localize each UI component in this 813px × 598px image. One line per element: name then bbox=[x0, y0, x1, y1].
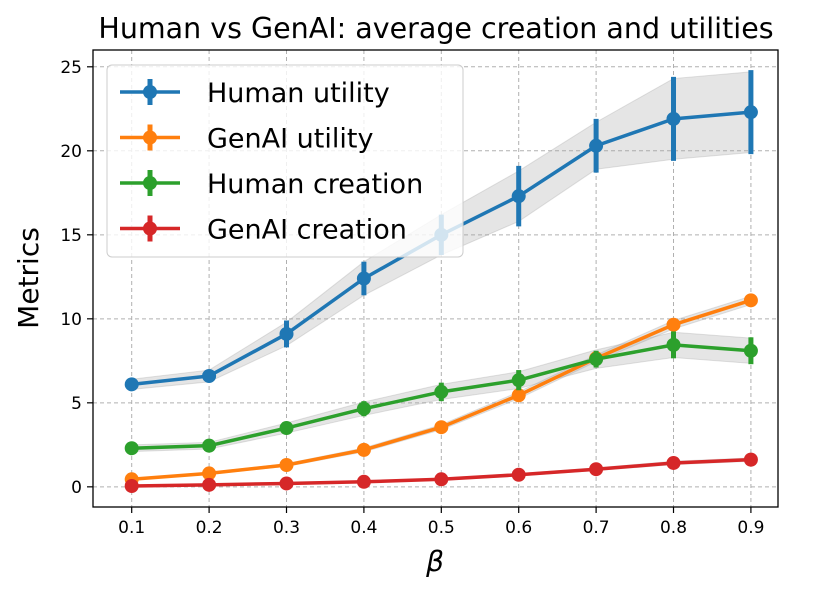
data-point bbox=[743, 343, 758, 358]
series-genai-creation bbox=[124, 452, 758, 493]
legend-box bbox=[106, 64, 464, 258]
series-human-creation bbox=[124, 331, 758, 456]
data-point bbox=[743, 293, 758, 308]
data-point bbox=[511, 189, 526, 204]
x-tick-label: 0.2 bbox=[196, 518, 223, 538]
x-tick-label: 0.7 bbox=[583, 518, 610, 538]
x-tick-label: 0.5 bbox=[428, 518, 455, 538]
x-axis-label: β bbox=[425, 545, 444, 578]
y-tick-label: 15 bbox=[60, 226, 82, 246]
x-tick-label: 0.3 bbox=[273, 518, 300, 538]
x-tick-label: 0.4 bbox=[350, 518, 377, 538]
data-point bbox=[124, 441, 139, 456]
x-tick-label: 0.8 bbox=[660, 518, 687, 538]
data-point bbox=[356, 401, 371, 416]
legend-item-human-creation: Human creation bbox=[120, 169, 423, 200]
y-tick-label: 25 bbox=[60, 58, 82, 78]
x-tick-label: 0.1 bbox=[118, 518, 145, 538]
data-point bbox=[279, 457, 294, 472]
legend-marker bbox=[143, 130, 157, 145]
data-point bbox=[511, 467, 526, 482]
data-point bbox=[666, 111, 681, 126]
y-axis-ticks: 0 5 10 15 20 25 bbox=[60, 58, 93, 498]
data-point bbox=[434, 384, 449, 399]
y-axis-label: Metrics bbox=[12, 227, 45, 329]
data-point bbox=[356, 442, 371, 457]
y-tick-label: 20 bbox=[60, 142, 82, 162]
data-point bbox=[511, 388, 526, 403]
legend-label: GenAI utility bbox=[207, 124, 373, 155]
data-point bbox=[356, 474, 371, 489]
data-point bbox=[279, 421, 294, 436]
y-tick-label: 10 bbox=[60, 310, 82, 330]
data-point bbox=[202, 438, 217, 453]
plot-frame bbox=[92, 49, 779, 508]
y-tick-label: 5 bbox=[71, 394, 82, 414]
data-point bbox=[124, 478, 139, 493]
data-point bbox=[202, 477, 217, 492]
x-tick-label: 0.9 bbox=[737, 518, 764, 538]
x-tick-label: 0.6 bbox=[505, 518, 532, 538]
data-point bbox=[202, 368, 217, 383]
data-point bbox=[124, 377, 139, 392]
data-point bbox=[511, 373, 526, 388]
legend-item-human-utility: Human utility bbox=[120, 78, 390, 109]
data-point bbox=[434, 472, 449, 487]
legend-marker bbox=[143, 221, 157, 236]
data-point bbox=[279, 476, 294, 491]
legend-item-genai-creation: GenAI creation bbox=[120, 215, 407, 246]
data-point bbox=[589, 138, 604, 153]
chart-title: Human vs GenAI: average creation and uti… bbox=[98, 12, 773, 45]
legend-item-genai-utility: GenAI utility bbox=[120, 124, 373, 155]
legend-marker bbox=[143, 85, 157, 99]
legend-marker bbox=[143, 176, 157, 190]
y-tick-label: 0 bbox=[71, 478, 82, 498]
legend-label: GenAI creation bbox=[207, 215, 407, 246]
data-point bbox=[666, 455, 681, 470]
legend-label: Human creation bbox=[207, 169, 423, 200]
data-point bbox=[279, 326, 294, 341]
data-point bbox=[202, 466, 217, 481]
legend: Human utility GenAI utility Human creation… bbox=[106, 64, 464, 258]
data-point bbox=[356, 271, 371, 286]
x-axis-ticks: 0.1 0.2 0.3 0.4 0.5 0.6 0.7 0.8 0.9 bbox=[118, 507, 764, 538]
data-point bbox=[434, 420, 449, 435]
data-point bbox=[666, 317, 681, 332]
data-point bbox=[743, 452, 758, 467]
data-point bbox=[589, 462, 604, 477]
data-point bbox=[743, 105, 758, 120]
data-point bbox=[666, 337, 681, 352]
legend-label: Human utility bbox=[207, 78, 390, 109]
data-point bbox=[589, 352, 604, 367]
